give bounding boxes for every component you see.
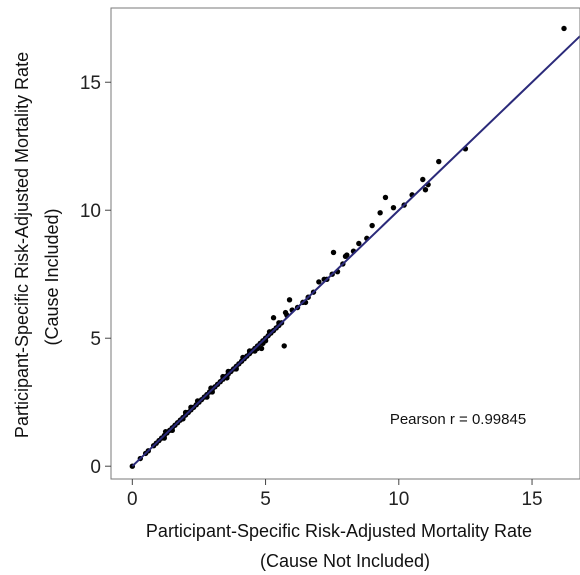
data-point [561,25,567,32]
data-layer [129,25,580,469]
y-tick-label: 15 [80,73,101,94]
data-point [258,345,265,352]
data-point [436,158,442,165]
data-point [369,222,375,229]
x-tick-label: 0 [127,489,138,510]
data-point [281,343,287,349]
data-point [344,252,350,258]
y-axis-title-line2: (Cause Included) [42,208,62,345]
data-point [282,309,289,316]
y-tick-label: 0 [90,457,101,478]
axes-layer: 0 5 10 15 0 5 10 15 [80,73,543,510]
y-axis-title-line1: Participant-Specific Risk-Adjusted Morta… [12,52,32,438]
x-tick-label: 15 [521,489,542,510]
data-point [382,194,389,201]
x-tick-label: 10 [388,489,409,510]
data-point [330,249,337,256]
y-tick-label: 10 [80,201,101,222]
data-point [377,210,383,216]
data-point [286,297,293,303]
data-point [270,315,277,321]
x-axis-title-line2: (Cause Not Included) [260,551,430,571]
data-point [422,187,429,193]
data-point [356,240,362,247]
plot-panel-border [110,7,580,480]
y-tick-label: 5 [90,329,101,350]
data-point [390,204,397,211]
fit-line [131,35,580,467]
data-point [316,279,322,285]
x-tick-label: 5 [260,489,271,510]
x-axis-title-line1: Participant-Specific Risk-Adjusted Morta… [146,521,532,541]
data-point [420,176,426,183]
pearson-annotation: Pearson r = 0.99845 [390,411,526,428]
